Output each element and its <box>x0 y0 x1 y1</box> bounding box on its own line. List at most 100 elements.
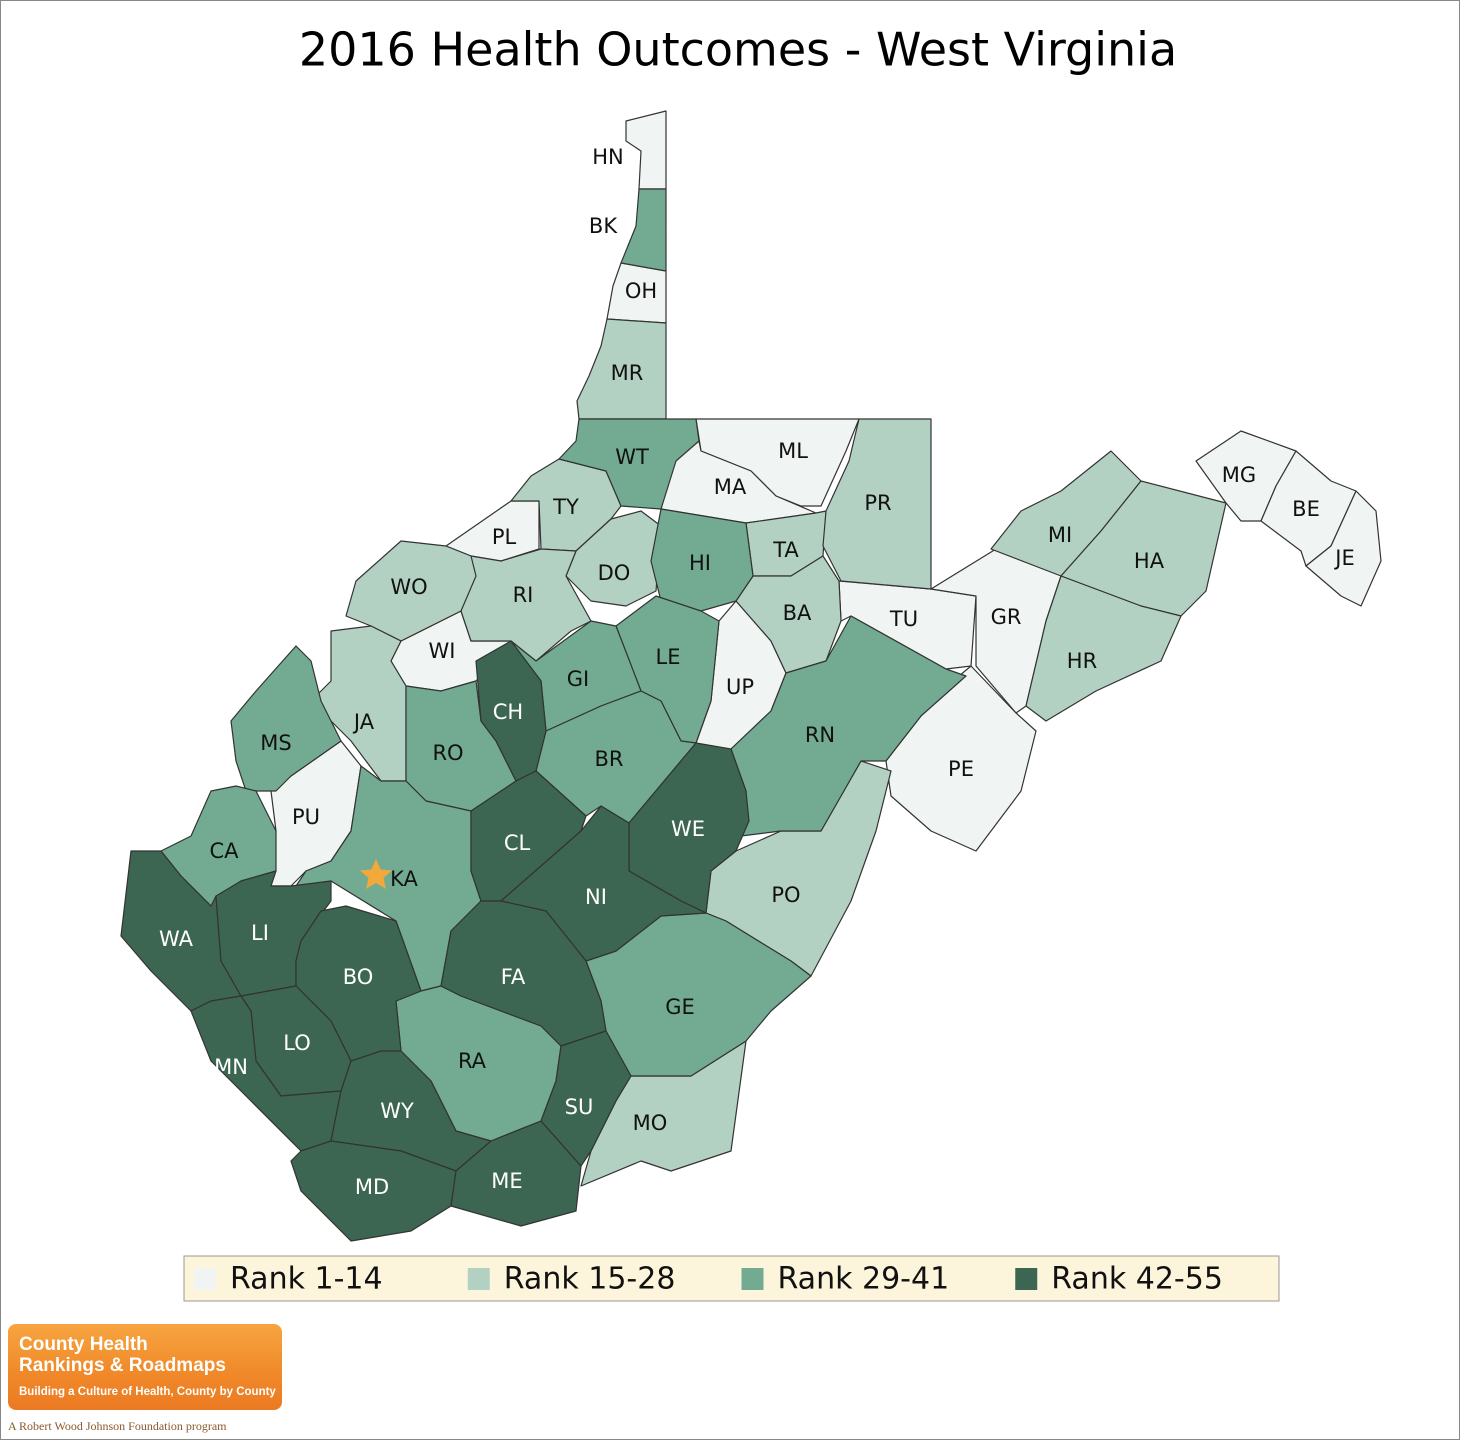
legend-box <box>183 1255 1280 1302</box>
legend-swatch <box>467 1268 490 1290</box>
legend-label: Rank 1-14 <box>230 1262 383 1297</box>
county-label: WA <box>159 927 194 951</box>
county: BA <box>735 555 842 674</box>
county-label: TA <box>772 538 799 562</box>
county: OH <box>606 262 667 324</box>
county: WY <box>330 1050 492 1172</box>
county-label: ML <box>778 439 808 463</box>
county-shape <box>460 548 592 662</box>
county-shape <box>725 615 967 837</box>
county-label: CH <box>493 700 523 724</box>
county-label: PO <box>771 883 800 907</box>
legend-swatch <box>741 1268 764 1290</box>
county-label: BE <box>1292 497 1320 521</box>
county-label: MO <box>633 1111 668 1135</box>
legend-label: Rank 15-28 <box>504 1262 676 1297</box>
county-label: RA <box>458 1049 487 1073</box>
county-label: MR <box>611 361 644 385</box>
county: MR <box>576 318 667 420</box>
county-shape <box>625 110 667 190</box>
county-label: JA <box>352 710 375 734</box>
logo: County Health Rankings & Roadmaps Buildin… <box>8 1324 282 1410</box>
county-label: MS <box>260 731 291 755</box>
state-capital-star <box>360 859 392 889</box>
county-label: MN <box>214 1055 248 1079</box>
county-label: LI <box>251 921 269 945</box>
county: PE <box>885 665 1037 852</box>
legend-swatch <box>1015 1268 1038 1290</box>
counties: HN OH ML MA PL WI UP TU GR PE MG BE JE PU MR TY DO RI WO JA… <box>120 110 1382 1242</box>
legend-label: Rank 42-55 <box>1051 1262 1223 1297</box>
county-label: TY <box>552 495 579 519</box>
county-label: LO <box>283 1031 310 1055</box>
county-label: NI <box>585 885 607 909</box>
county: RI <box>460 548 592 662</box>
county: TY <box>510 458 622 552</box>
county-label: CL <box>504 831 531 855</box>
county-label: RN <box>805 723 835 747</box>
county-label: MA <box>714 475 747 499</box>
county-label: BA <box>783 601 812 625</box>
logo-name-line: County Health <box>19 1334 148 1355</box>
county-shape <box>190 995 342 1152</box>
legend-swatch <box>194 1268 216 1290</box>
county-label: BK <box>589 214 618 238</box>
county-label: SU <box>565 1095 594 1119</box>
county-shape <box>558 418 700 510</box>
legend-label: Rank 29-41 <box>778 1262 950 1297</box>
county-label: UP <box>726 675 754 699</box>
county: MD <box>290 1140 457 1242</box>
county-label: JE <box>1333 546 1354 570</box>
county-label: RI <box>513 583 534 607</box>
county-label: BO <box>343 965 374 989</box>
county-shape <box>735 555 842 674</box>
county-label: WE <box>671 817 705 841</box>
county: HR <box>1025 575 1182 722</box>
county: HA <box>1060 480 1227 617</box>
county: CH <box>475 640 547 782</box>
logo-name-line: Rankings & Roadmaps <box>19 1355 226 1376</box>
county-label: FA <box>501 965 526 989</box>
map-title: 2016 Health Outcomes - West Virginia <box>299 23 1177 77</box>
county-label: HN <box>592 145 624 169</box>
county: HI <box>650 508 754 612</box>
county: MI <box>990 450 1142 577</box>
county: MN <box>190 995 342 1152</box>
county: JE <box>1305 490 1382 607</box>
county-label: WT <box>615 445 649 469</box>
county: SU <box>540 1030 632 1167</box>
county: RN <box>725 615 967 837</box>
sponsor: A Robert Wood Johnson Foundation program <box>8 1419 227 1433</box>
county-label: GR <box>991 605 1022 629</box>
county-shape <box>1305 490 1382 607</box>
logo-name: County Health Rankings & Roadmaps <box>19 1334 226 1376</box>
county-shape <box>1025 575 1182 722</box>
county-shape <box>295 905 422 1062</box>
county-label: MI <box>1048 523 1072 547</box>
county-shape <box>440 900 607 1047</box>
county: BO <box>295 905 422 1062</box>
county-label: MD <box>355 1175 389 1199</box>
county-label: LE <box>656 645 681 669</box>
county-shape <box>576 318 667 420</box>
county: PR <box>822 418 932 590</box>
county-shape <box>230 645 342 792</box>
logo-tagline: Building a Culture of Health, County by … <box>19 1386 276 1398</box>
county: WO <box>345 540 477 642</box>
county: DO <box>565 510 662 607</box>
county-label: GE <box>665 995 695 1019</box>
county: HN <box>592 110 667 190</box>
county: BE <box>1260 450 1357 567</box>
county-label: WI <box>429 639 456 663</box>
county-label: TU <box>889 607 918 631</box>
county-label: BR <box>595 747 624 771</box>
county-label: HR <box>1067 649 1097 673</box>
county: BK <box>589 188 667 272</box>
county-label: CA <box>209 839 239 863</box>
county: WT <box>558 418 700 510</box>
county-shape <box>822 418 932 590</box>
county-shape <box>650 508 754 612</box>
county-label: RO <box>432 741 463 765</box>
